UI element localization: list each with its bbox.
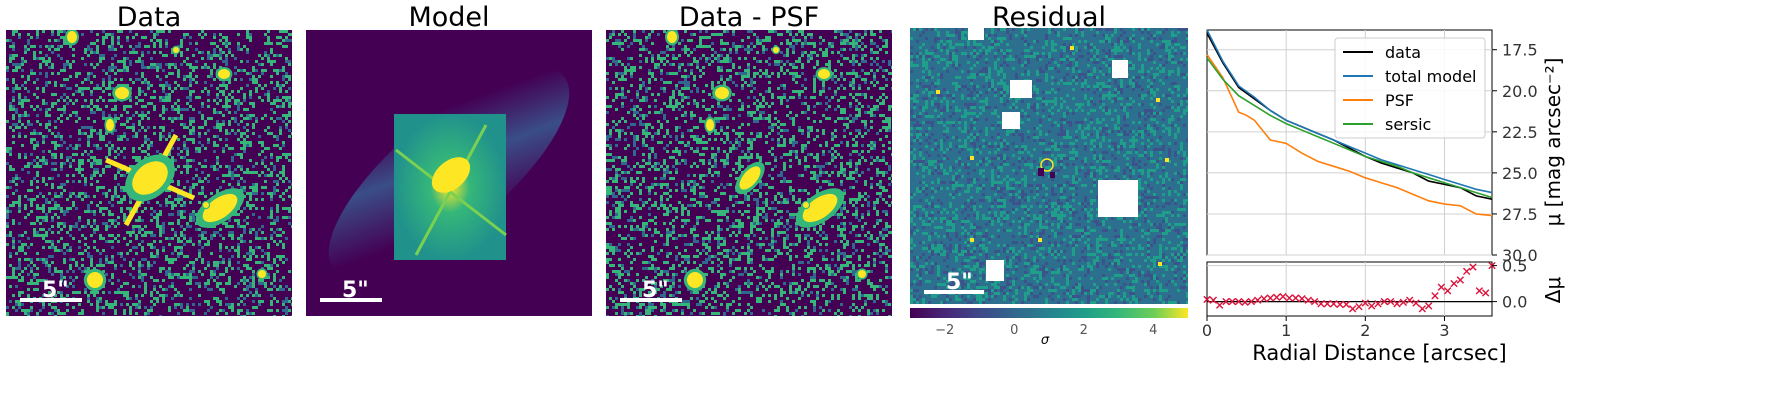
residual-point <box>1475 287 1484 295</box>
residual-point <box>1222 297 1230 306</box>
colorbar-tick-label: 4 <box>1149 323 1157 338</box>
residual-point <box>1215 301 1224 309</box>
panel-title-data: Data <box>116 2 182 33</box>
residual-point <box>1374 300 1382 308</box>
scalebar-label-residual: 5" <box>946 270 973 295</box>
x-tick-label: 2 <box>1360 321 1370 340</box>
residual-point <box>1443 287 1452 295</box>
residual-point <box>1456 276 1465 284</box>
y-tick-label: 25.0 <box>1502 164 1538 183</box>
colorbar-tick-label: 0 <box>1010 323 1018 338</box>
panel-title-model: Model <box>408 2 490 33</box>
y-tick-label: 0.5 <box>1502 257 1527 276</box>
legend-label: data <box>1385 43 1421 62</box>
residual-point <box>1399 298 1408 307</box>
legend-label: total model <box>1385 67 1477 86</box>
residual-point <box>1424 302 1433 310</box>
residual-point <box>1247 297 1256 306</box>
residual-point <box>1317 300 1325 308</box>
legend-label: PSF <box>1385 91 1414 110</box>
residual-point <box>1228 297 1237 306</box>
residual-point <box>1241 298 1249 307</box>
residual-point <box>1437 283 1446 291</box>
residual-point <box>1393 300 1401 308</box>
residual-point <box>1342 300 1351 309</box>
data-image-canvas <box>6 30 292 316</box>
colorbar-tick-label: 2 <box>1080 323 1088 338</box>
data-image <box>6 30 292 316</box>
residual-point <box>1462 267 1471 276</box>
y-tick-label: 17.5 <box>1502 41 1538 60</box>
residual-point <box>1260 295 1268 303</box>
y-tick-label: 27.5 <box>1502 205 1538 224</box>
panel-title-data-psf: Data - PSF <box>678 2 820 33</box>
series-line-data <box>1206 32 1493 200</box>
residual-point <box>1431 292 1439 300</box>
residual-point <box>1367 302 1376 310</box>
colorbar <box>910 308 1188 318</box>
series-line-total-model <box>1206 29 1493 194</box>
x-axis-label: Radial Distance [arcsec] <box>1252 341 1506 365</box>
residual-point <box>1272 293 1281 301</box>
colorbar-tick-label: −2 <box>935 323 954 338</box>
residual-point <box>1298 295 1306 303</box>
residual-point <box>1380 297 1389 306</box>
residual-point <box>1323 300 1332 308</box>
residual-image-canvas <box>910 28 1188 304</box>
residual-point <box>1386 297 1395 306</box>
residual-point <box>1361 299 1370 307</box>
residual-image <box>910 28 1188 304</box>
residual-point <box>1355 302 1363 311</box>
y-tick-label: 20.0 <box>1502 82 1538 101</box>
residual-point <box>1481 289 1490 297</box>
y-tick-label: 0.0 <box>1502 293 1527 312</box>
y-tick-label: 30.0 <box>1502 246 1538 265</box>
x-tick-label: 0 <box>1202 321 1212 340</box>
residual-point <box>1336 300 1344 309</box>
scalebar-label-data: 5" <box>42 278 69 303</box>
model-image <box>306 30 592 316</box>
series-line-PSF <box>1206 54 1493 217</box>
model-image-canvas <box>306 30 592 316</box>
scalebar-label-data-psf: 5" <box>642 278 669 303</box>
colorbar-label: σ <box>1041 333 1050 348</box>
x-tick-label: 3 <box>1439 321 1449 340</box>
residual-y-axis-label: Δμ <box>1541 277 1565 304</box>
residual-point <box>1209 296 1218 304</box>
residual-point <box>1412 299 1420 307</box>
residual-point <box>1405 296 1414 304</box>
data-minus-psf-image <box>606 30 892 316</box>
residual-point <box>1203 295 1211 304</box>
residual-point <box>1450 279 1458 288</box>
panel-title-residual: Residual <box>991 2 1107 33</box>
residual-point <box>1266 294 1275 302</box>
residual-point <box>1418 305 1427 313</box>
scalebar-data <box>20 298 82 302</box>
scalebar-label-model: 5" <box>342 278 369 303</box>
y-tick-label: 22.5 <box>1502 123 1538 142</box>
scalebar-residual <box>924 290 984 294</box>
residual-point <box>1329 300 1338 308</box>
x-tick-label: 1 <box>1281 321 1291 340</box>
residual-point <box>1348 305 1357 313</box>
series-line-sersic <box>1206 57 1493 199</box>
residual-point <box>1285 294 1294 302</box>
residual-point <box>1291 294 1300 302</box>
data-minus-psf-image-canvas <box>606 30 892 316</box>
residual-point <box>1310 297 1319 306</box>
residual-point <box>1304 296 1313 304</box>
scalebar-data-psf <box>620 298 682 302</box>
y-axis-label: μ [mag arcsec⁻²] <box>1541 58 1565 227</box>
residual-point <box>1279 292 1287 301</box>
scalebar-model <box>320 298 382 302</box>
residual-point <box>1253 296 1262 304</box>
residual-point <box>1234 297 1243 306</box>
residual-point <box>1469 263 1477 271</box>
legend-label: sersic <box>1385 115 1431 134</box>
legend <box>1334 37 1486 139</box>
